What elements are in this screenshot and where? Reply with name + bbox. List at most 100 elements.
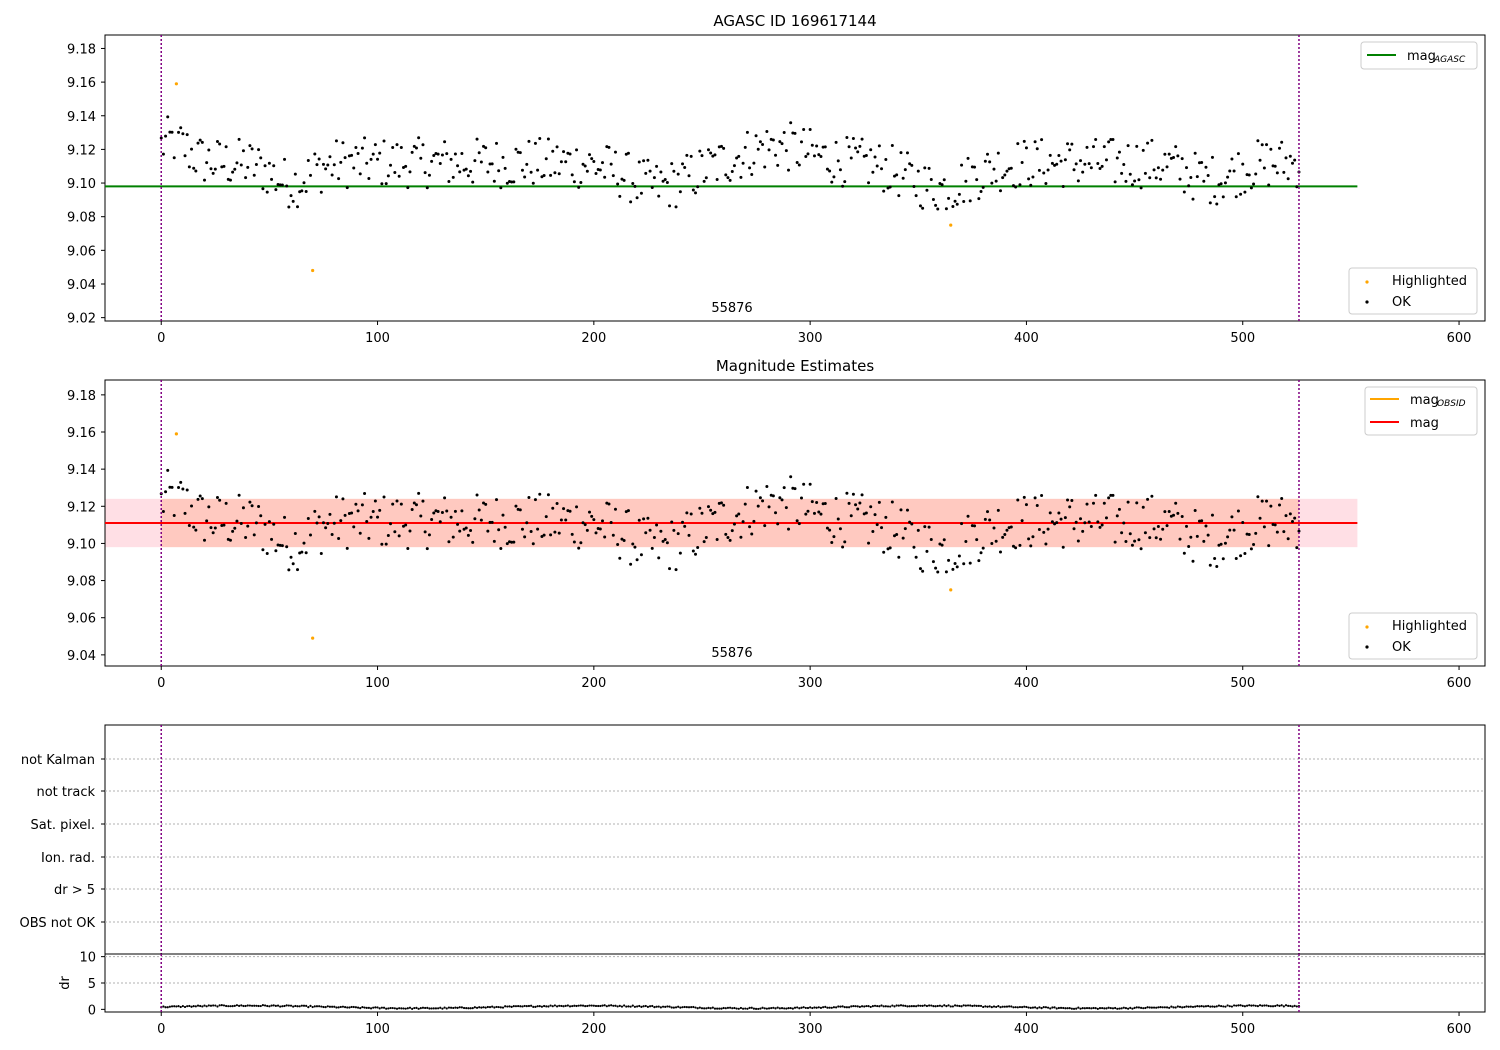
ok-point (1011, 184, 1015, 188)
ok-point (706, 505, 710, 509)
ok-point (743, 145, 747, 149)
ok-point (328, 512, 332, 516)
ok-point (795, 519, 799, 523)
dr-point (434, 1007, 438, 1010)
legend-label: Highlighted (1392, 274, 1467, 289)
ok-point (1081, 529, 1085, 533)
ok-point (754, 489, 758, 493)
ok-point (942, 178, 946, 182)
dr-point (1083, 1007, 1086, 1010)
ok-point (1262, 525, 1266, 529)
dr-point (1243, 1005, 1247, 1008)
ok-point (244, 535, 248, 539)
dr-point (289, 1004, 293, 1007)
ok-point (453, 152, 457, 156)
ok-point (248, 144, 252, 148)
dr-point (603, 1004, 606, 1007)
y-tick-label: 9.10 (67, 537, 96, 552)
legend-subscript: OBSID (1437, 399, 1466, 409)
ok-point (391, 145, 395, 149)
ok-point (389, 163, 393, 167)
ok-point (1104, 516, 1108, 520)
ok-point (332, 163, 336, 167)
ok-point (700, 511, 704, 515)
ok-point (1083, 162, 1087, 166)
dr-point (575, 1004, 578, 1008)
highlighted-point (174, 432, 178, 436)
dr-point (369, 1007, 373, 1010)
ok-point (1143, 171, 1147, 175)
ok-point (425, 547, 429, 551)
ok-point (501, 513, 505, 517)
ok-point (1135, 144, 1139, 148)
ok-point (1014, 185, 1018, 189)
dr-point (793, 1006, 797, 1009)
ok-point (559, 160, 563, 164)
ok-point (795, 161, 799, 165)
dr-point (1129, 1006, 1132, 1010)
ok-point (994, 179, 998, 183)
dr-point (646, 1005, 650, 1008)
dr-point (858, 1005, 861, 1008)
ok-point (890, 143, 894, 147)
dr-point (183, 1005, 187, 1009)
ok-point (1018, 183, 1022, 187)
dr-point (1124, 1007, 1128, 1010)
dr-point (902, 1004, 905, 1007)
dr-point (272, 1004, 275, 1007)
ok-point (453, 509, 457, 513)
ok-point (1230, 157, 1234, 161)
ok-point (990, 181, 994, 185)
dr-point (1038, 1006, 1041, 1009)
highlighted-point (174, 82, 178, 86)
dr-point (748, 1006, 751, 1010)
data-points (159, 432, 1301, 640)
dr-point (424, 1006, 427, 1010)
dr-point (374, 1006, 377, 1009)
ok-point (1195, 534, 1199, 538)
ok-point (321, 162, 325, 166)
dr-point (458, 1006, 461, 1009)
ok-point (1111, 493, 1115, 497)
dr-point (607, 1004, 611, 1007)
dr-point (847, 1006, 851, 1009)
ok-point (592, 518, 596, 522)
dr-point (1207, 1004, 1210, 1008)
dr-point (398, 1007, 401, 1010)
dr-point (703, 1007, 706, 1010)
dr-point (1029, 1006, 1032, 1009)
ok-point (337, 537, 341, 541)
dr-point (400, 1007, 403, 1010)
ok-point (343, 156, 347, 160)
dr-point (203, 1004, 206, 1007)
dr-point (1170, 1005, 1173, 1008)
ok-point (761, 143, 765, 147)
ok-point (622, 538, 626, 542)
ok-point (246, 165, 250, 169)
ok-point (261, 548, 265, 552)
ok-point (815, 501, 819, 505)
dr-point (1274, 1004, 1277, 1008)
dr-point (274, 1004, 277, 1007)
dr-point (361, 1005, 364, 1009)
dr-point (449, 1006, 453, 1009)
ok-point (399, 502, 403, 506)
ok-point (709, 508, 713, 512)
ok-point (1115, 156, 1119, 160)
ok-point (475, 493, 479, 497)
ok-point (655, 164, 659, 168)
dr-point (817, 1006, 820, 1009)
dr-point (268, 1005, 271, 1008)
ok-point (270, 537, 274, 541)
ok-point (497, 528, 501, 532)
dr-point (292, 1005, 295, 1008)
dr-point (873, 1004, 877, 1007)
ok-point (895, 173, 899, 177)
ok-point (397, 534, 401, 538)
ok-point (525, 162, 529, 166)
ok-point (181, 132, 185, 136)
ok-point (222, 523, 226, 527)
ok-point (635, 558, 639, 562)
dr-point (233, 1004, 236, 1008)
dr-point (1232, 1004, 1236, 1007)
